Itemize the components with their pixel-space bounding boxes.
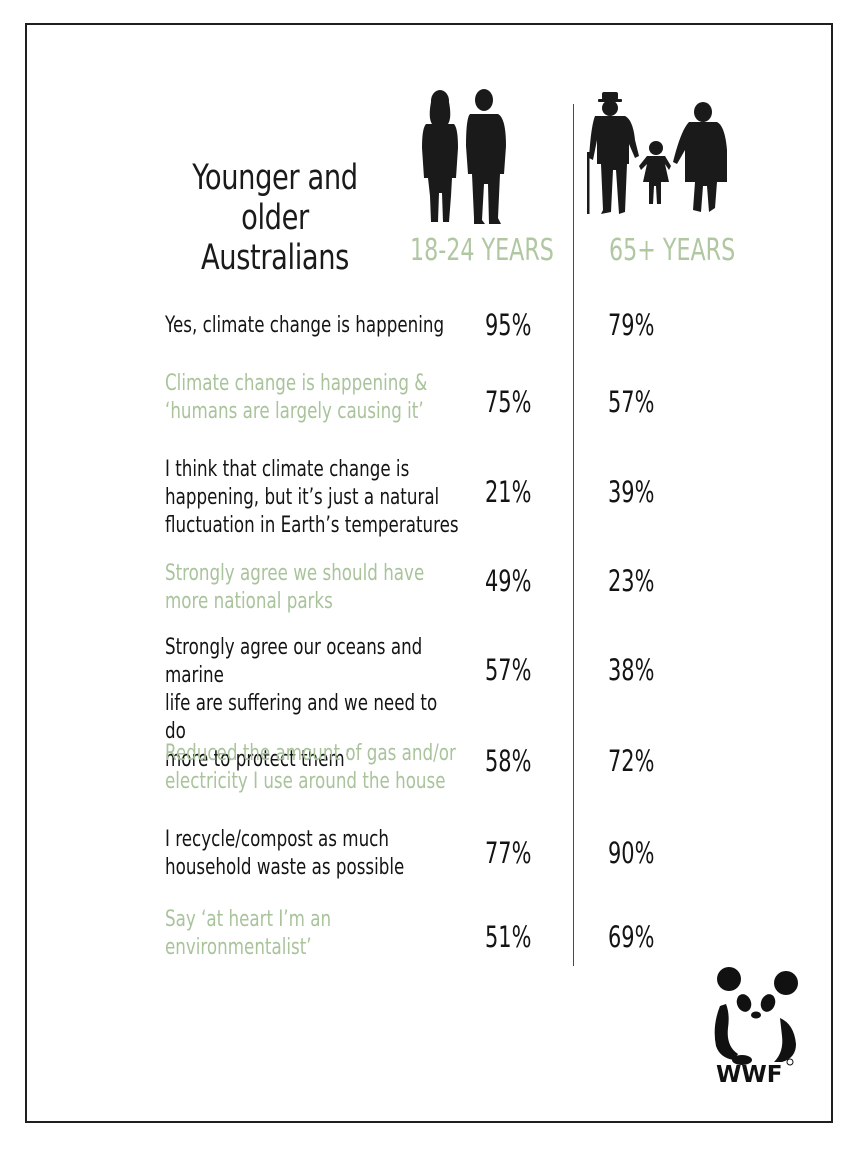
row-label-line: more to protect them’ [165, 747, 351, 772]
value-65-plus: 79% [608, 308, 655, 342]
row-label-line: Strongly agree we should have [165, 561, 425, 586]
row-label-line: electricity I use around the house [165, 769, 446, 794]
row-label-line: more national parks [165, 589, 333, 614]
value-18-24: 77% [485, 836, 532, 870]
value-18-24: 49% [485, 564, 532, 598]
young-people-silhouette-icon [422, 89, 506, 224]
page-title: Younger and older Australians [178, 158, 373, 278]
wwf-logo-text: WWF [716, 1062, 783, 1088]
row-label-line: household waste as possible [165, 855, 405, 880]
row-label: I think that climate change is happening,… [165, 456, 461, 540]
row-label: Strongly agree our oceans and marine life… [165, 634, 461, 774]
value-65-plus: 69% [608, 920, 655, 954]
column-header-65-plus: 65+ YEARS [609, 233, 736, 268]
row-label-line: Say ‘at heart I’m an [165, 907, 332, 932]
row-label-line: Reduced the amount of gas and/or [165, 741, 456, 766]
value-65-plus: 72% [608, 744, 655, 778]
value-65-plus: 38% [608, 653, 655, 687]
row-label: Strongly agree we should have more nation… [165, 560, 461, 616]
value-18-24: 57% [485, 653, 532, 687]
value-18-24: 58% [485, 744, 532, 778]
value-18-24: 21% [485, 475, 532, 509]
row-label-line: ‘humans are largely causing it’ [165, 399, 424, 424]
row-label-line: I recycle/compost as much [165, 827, 389, 852]
row-label-line: happening, but it’s just a natural [165, 485, 440, 510]
value-18-24: 75% [485, 385, 532, 419]
title-line-1: Younger and older [192, 158, 358, 238]
row-label: Say ‘at heart I’m an environmentalist’ [165, 906, 461, 962]
column-divider [573, 104, 574, 966]
panda-icon [714, 967, 798, 1066]
row-label-line: environmentalist’ [165, 935, 312, 960]
row-label-line: Strongly agree our oceans and marine [165, 635, 423, 688]
column-header-18-24: 18-24 YEARS [410, 233, 554, 268]
row-label: I recycle/compost as much household waste… [165, 826, 461, 882]
value-18-24: 95% [485, 308, 532, 342]
row-label-line: fluctuation in Earth’s temperatures [165, 513, 459, 538]
older-people-silhouette-icon [587, 92, 727, 214]
row-label: Reduced the amount of gas and/or electric… [165, 740, 461, 796]
row-label-line: life are suffering and we need to do [165, 691, 438, 744]
value-65-plus: 90% [608, 836, 655, 870]
value-18-24: 51% [485, 920, 532, 954]
row-label-line: Yes, climate change is happening [165, 313, 445, 338]
row-label-line: Climate change is happening & [165, 371, 428, 396]
title-line-2: Australians [200, 238, 349, 278]
row-label: Yes, climate change is happening [165, 312, 461, 340]
row-label-line: I think that climate change is [165, 457, 410, 482]
value-65-plus: 57% [608, 385, 655, 419]
value-65-plus: 39% [608, 475, 655, 509]
row-label: Climate change is happening & ‘humans are… [165, 370, 461, 426]
value-65-plus: 23% [608, 564, 655, 598]
